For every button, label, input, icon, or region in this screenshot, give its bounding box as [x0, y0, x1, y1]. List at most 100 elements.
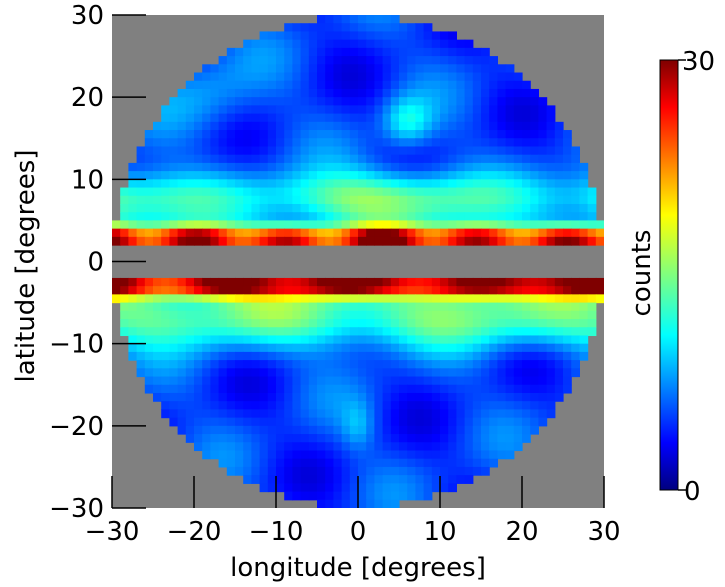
heatmap-cell — [472, 294, 482, 304]
heatmap-cell — [481, 351, 490, 361]
heatmap-cell — [399, 475, 408, 484]
heatmap-cell — [407, 409, 416, 419]
heatmap-cell — [489, 56, 498, 65]
heatmap-cell — [284, 187, 293, 197]
heatmap-cell — [284, 368, 293, 378]
heatmap-cell — [226, 277, 236, 287]
heatmap-cell — [563, 302, 572, 312]
heatmap-cell — [554, 146, 564, 156]
heatmap-cell — [489, 360, 498, 369]
heatmap-cell — [267, 236, 277, 246]
heatmap-cell — [308, 187, 318, 197]
heatmap-cell — [259, 401, 269, 410]
heatmap-cell — [563, 319, 572, 328]
heatmap-cell — [333, 376, 343, 386]
heatmap-cell — [546, 310, 556, 320]
heatmap-cell — [440, 228, 449, 238]
heatmap-cell — [423, 162, 433, 172]
heatmap-cell — [153, 351, 162, 361]
heatmap-cell — [153, 220, 162, 230]
heatmap-cell — [374, 203, 384, 213]
heatmap-cell — [218, 286, 228, 295]
heatmap-cell — [448, 286, 457, 295]
heatmap-cell — [136, 368, 146, 378]
heatmap-cell — [284, 442, 293, 452]
heatmap-cell — [456, 39, 466, 49]
heatmap-cell — [284, 97, 293, 106]
heatmap-cell — [497, 294, 507, 304]
heatmap-cell — [235, 450, 244, 460]
heatmap-cell — [300, 483, 310, 493]
heatmap-cell — [284, 434, 293, 443]
heatmap-cell — [349, 23, 359, 33]
heatmap-cell — [481, 236, 490, 246]
heatmap-cell — [144, 335, 154, 345]
heatmap-cell — [325, 475, 334, 484]
heatmap-cell — [292, 220, 302, 230]
heatmap-cell — [595, 286, 604, 295]
heatmap-cell — [333, 466, 343, 476]
heatmap-cell — [399, 384, 408, 394]
heatmap-cell — [522, 343, 531, 353]
heatmap-cell — [308, 450, 318, 460]
heatmap-cell — [341, 23, 351, 33]
heatmap-cell — [374, 294, 384, 304]
heatmap-cell — [546, 154, 556, 164]
heatmap-cell — [292, 286, 302, 295]
heatmap-cell — [185, 195, 195, 205]
heatmap-cell — [399, 162, 408, 172]
heatmap-cell — [210, 450, 220, 460]
heatmap-cell — [366, 162, 375, 172]
heatmap-cell — [546, 409, 556, 419]
heatmap-cell — [382, 319, 392, 328]
heatmap-cell — [267, 88, 277, 98]
heatmap-cell — [448, 105, 457, 115]
heatmap-cell — [481, 450, 490, 460]
heatmap-cell — [292, 466, 302, 476]
heatmap-cell — [153, 294, 162, 304]
heatmap-cell — [399, 466, 408, 476]
heatmap-cell — [194, 179, 203, 189]
heatmap-cell — [333, 450, 343, 460]
heatmap-cell — [259, 360, 269, 369]
heatmap-cell — [440, 179, 449, 189]
heatmap-cell — [399, 64, 408, 74]
heatmap-cell — [292, 425, 302, 435]
heatmap-cell — [554, 327, 564, 337]
heatmap-cell — [440, 154, 449, 164]
heatmap-cell — [464, 146, 474, 156]
heatmap-cell — [399, 327, 408, 337]
heatmap-cell — [390, 56, 400, 65]
heatmap-cell — [120, 327, 129, 337]
heatmap-cell — [407, 343, 416, 353]
heatmap-cell — [276, 310, 285, 320]
heatmap-cell — [456, 236, 466, 246]
heatmap-cell — [349, 88, 359, 98]
heatmap-cell — [595, 277, 604, 287]
heatmap-cell — [382, 187, 392, 197]
heatmap-cell — [218, 277, 228, 287]
heatmap-cell — [448, 31, 457, 41]
heatmap-cell — [415, 97, 425, 106]
heatmap-cell — [538, 401, 548, 410]
heatmap-cell — [267, 31, 277, 41]
heatmap-cell — [251, 294, 261, 304]
heatmap-cell — [267, 179, 277, 189]
heatmap-cell — [374, 360, 384, 369]
heatmap-cell — [358, 343, 367, 353]
heatmap-cell — [489, 434, 498, 443]
heatmap-cell — [325, 335, 334, 345]
heatmap-cell — [505, 64, 515, 74]
heatmap-cell — [325, 88, 334, 98]
heatmap-cell — [292, 434, 302, 443]
heatmap-cell — [464, 88, 474, 98]
heatmap-cell — [399, 335, 408, 345]
heatmap-cell — [317, 195, 326, 205]
heatmap-cell — [349, 97, 359, 106]
heatmap-cell — [292, 64, 302, 74]
heatmap-cell — [226, 121, 236, 131]
heatmap-cell — [423, 179, 433, 189]
heatmap-cell — [358, 220, 367, 230]
heatmap-cell — [522, 286, 531, 295]
heatmap-cell — [128, 171, 138, 180]
